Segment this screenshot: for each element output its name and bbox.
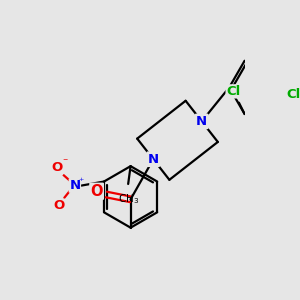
- Text: $^+$: $^+$: [77, 176, 85, 185]
- Text: N: N: [69, 179, 80, 192]
- Text: $^-$: $^-$: [61, 156, 69, 165]
- Text: CH$_3$: CH$_3$: [118, 192, 139, 206]
- Text: N: N: [148, 153, 159, 166]
- Text: O: O: [53, 199, 64, 212]
- Text: O: O: [51, 161, 63, 174]
- Text: N: N: [196, 115, 207, 128]
- Text: Cl: Cl: [226, 85, 240, 98]
- Text: Cl: Cl: [286, 88, 300, 101]
- Text: O: O: [90, 184, 103, 199]
